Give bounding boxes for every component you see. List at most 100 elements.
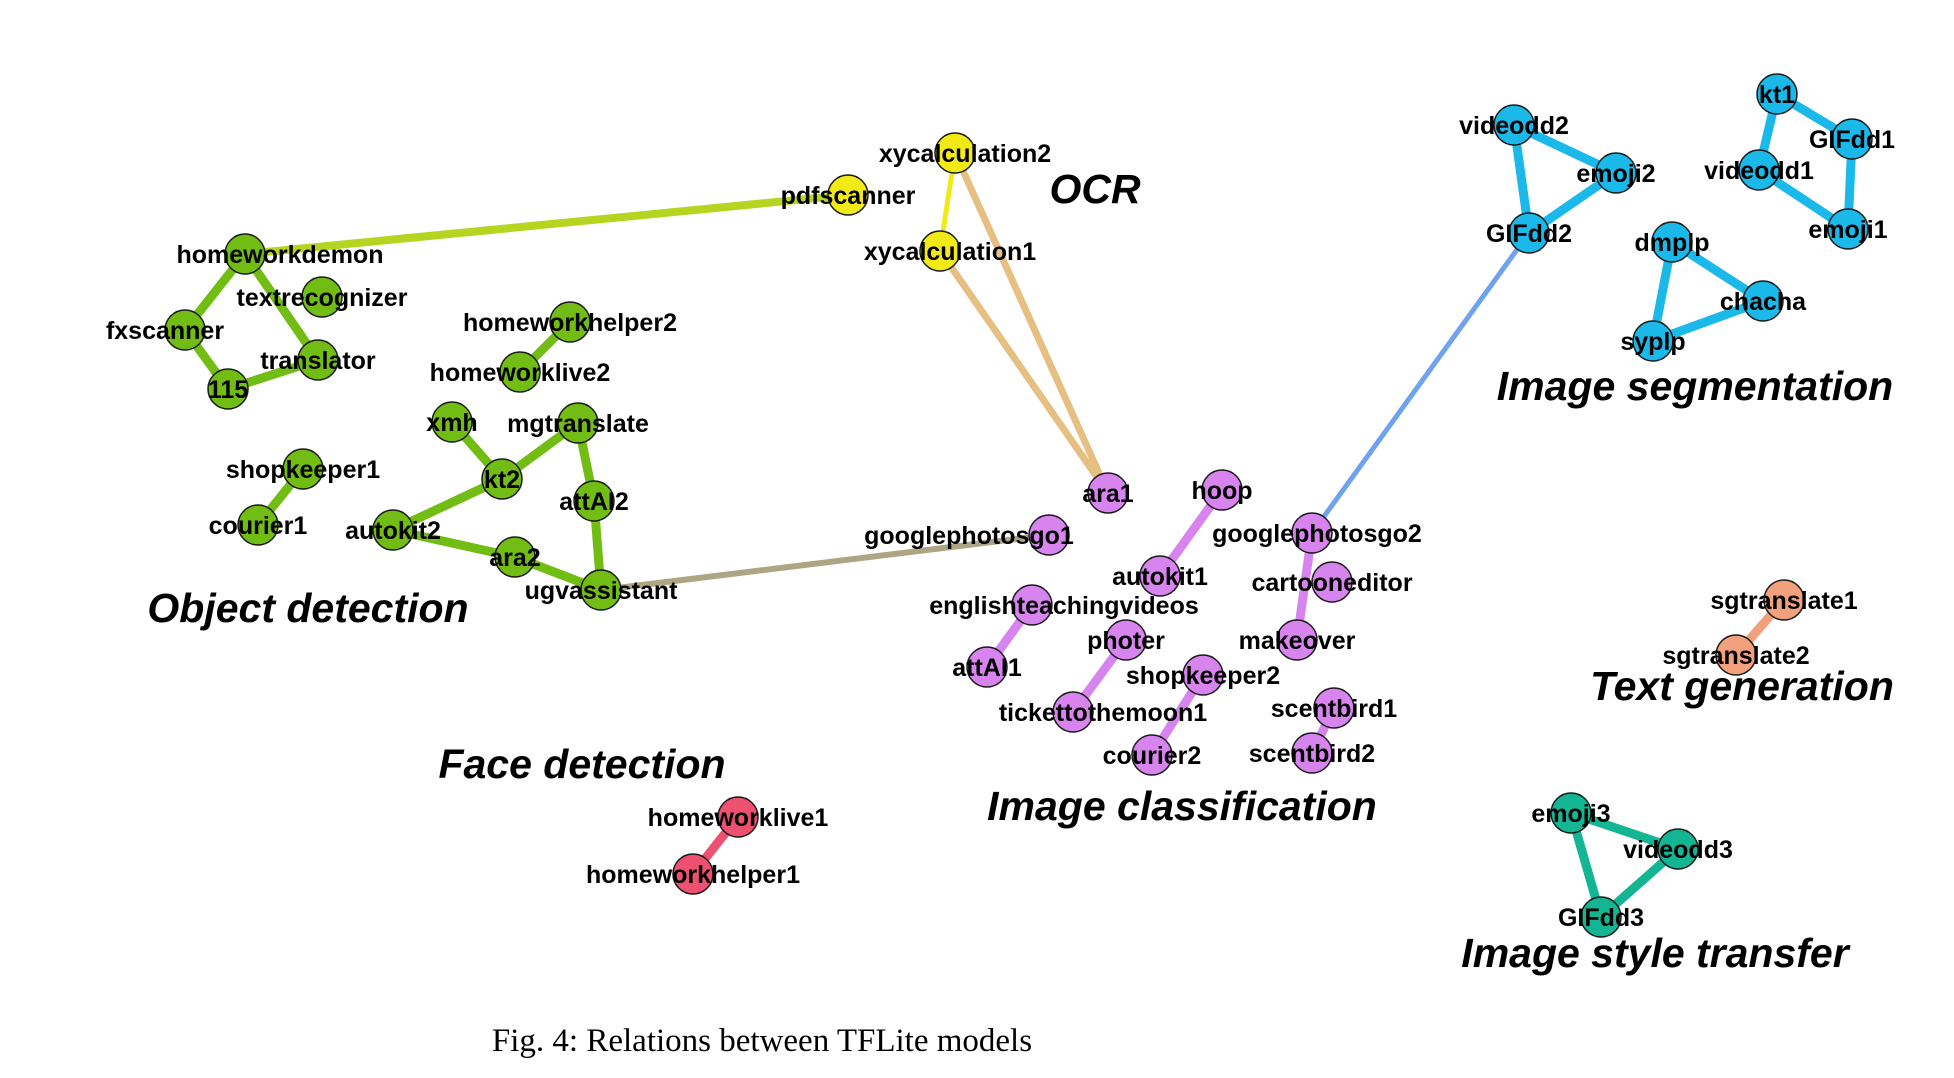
cluster-label-text_generation: Text generation xyxy=(1590,663,1894,709)
node-circle xyxy=(1715,634,1757,676)
node-circle xyxy=(372,509,414,551)
node-translator: translator xyxy=(260,339,376,381)
node-circle xyxy=(1756,73,1798,115)
node-label: scentbird2 xyxy=(1249,740,1375,768)
node-homeworkhelper1: homeworkhelper1 xyxy=(586,853,800,895)
node-circle xyxy=(966,646,1008,688)
node-circle xyxy=(481,458,523,500)
node-circle xyxy=(1291,512,1333,554)
node-circle xyxy=(1595,152,1637,194)
node-ara2: ara2 xyxy=(489,536,541,578)
node-attAI1: attAI1 xyxy=(952,646,1022,688)
node-chacha: chacha xyxy=(1720,280,1807,322)
node-label: shopkeeper1 xyxy=(226,456,380,484)
node-circle xyxy=(1763,579,1805,621)
node-pdfscanner: pdfscanner xyxy=(781,174,916,216)
cluster-label-image_style_transfer: Image style transfer xyxy=(1461,930,1850,976)
node-courier1: courier1 xyxy=(209,504,307,546)
node-emoji1: emoji1 xyxy=(1808,208,1888,250)
node-circle xyxy=(237,504,279,546)
node-label: sgtranslate2 xyxy=(1662,642,1809,670)
edge-xycalculation2-ara1 xyxy=(951,149,1112,497)
node-label: englishteachingvideos xyxy=(929,592,1199,620)
node-label: chacha xyxy=(1720,288,1807,316)
graph-nodes: homeworkdemon textrecognizer fxscanner tran… xyxy=(106,73,1895,938)
node-label: homeworklive1 xyxy=(648,804,829,832)
node-circle xyxy=(1313,687,1355,729)
node-homeworklive1: homeworklive1 xyxy=(648,796,829,838)
node-mgtranslate: mgtranslate xyxy=(507,402,649,444)
node-label: emoji2 xyxy=(1576,160,1655,188)
node-circle xyxy=(282,448,324,490)
node-label: cartooneditor xyxy=(1251,569,1412,597)
node-englishteachingvideos: englishteachingvideos xyxy=(929,584,1199,626)
node-label: sgtranslate1 xyxy=(1710,587,1857,615)
cluster-label-object_detection: Object detection xyxy=(147,585,468,631)
node-label: homeworklive2 xyxy=(430,359,611,387)
node-label: textrecognizer xyxy=(237,284,408,312)
node-circle xyxy=(1632,320,1674,362)
node-label: homeworkdemon xyxy=(177,241,384,269)
edge-xycalculation1-ara1 xyxy=(936,247,1112,497)
node-label: xmh xyxy=(426,409,477,437)
node-label: GIFdd2 xyxy=(1486,220,1572,248)
node-videodd1: videodd1 xyxy=(1704,149,1814,191)
node-dmplp: dmplp xyxy=(1635,221,1710,263)
node-circle xyxy=(1131,734,1173,776)
node-label: homeworkhelper1 xyxy=(586,861,800,889)
node-xycalculation2: xycalculation2 xyxy=(879,132,1051,174)
node-label: emoji1 xyxy=(1808,216,1887,244)
node-label: dmplp xyxy=(1635,229,1710,257)
node-label: videodd2 xyxy=(1459,112,1569,140)
figure-caption: Fig. 4: Relations between TFLite models xyxy=(492,1023,1032,1059)
node-circle xyxy=(1087,472,1129,514)
node-circle xyxy=(573,480,615,522)
node-circle xyxy=(1011,584,1053,626)
node-label: ara2 xyxy=(489,544,540,572)
node-circle xyxy=(164,309,206,351)
node-label: autokit2 xyxy=(345,517,441,545)
node-label: ara1 xyxy=(1082,480,1134,508)
node-label: googlephotosgo1 xyxy=(864,522,1074,550)
node-label: pdfscanner xyxy=(781,182,916,210)
node-kt2: kt2 xyxy=(481,458,523,500)
node-homeworkdemon: homeworkdemon xyxy=(177,233,384,275)
node-label: googlephotosgo2 xyxy=(1212,520,1422,548)
node-circle xyxy=(717,796,759,838)
node-label: emoji3 xyxy=(1531,800,1610,828)
node-circle xyxy=(557,402,599,444)
node-circle xyxy=(1550,792,1592,834)
edge-ugvassistant-googlephotosgo1 xyxy=(598,532,1052,593)
node-textrecognizer: textrecognizer xyxy=(237,276,408,318)
edge-homeworkdemon-translator xyxy=(240,249,323,365)
node-circle xyxy=(1201,469,1243,511)
node-circle xyxy=(207,368,249,410)
node-GIFdd3: GIFdd3 xyxy=(1558,896,1644,938)
node-115: 115 xyxy=(207,368,249,410)
node-circle xyxy=(1052,691,1094,733)
node-googlephotosgo2: googlephotosgo2 xyxy=(1212,512,1422,554)
node-circle xyxy=(1291,732,1333,774)
node-attAI2: attAI2 xyxy=(559,480,629,522)
node-videodd2: videodd2 xyxy=(1459,104,1569,146)
node-circle xyxy=(1105,619,1147,661)
node-emoji2: emoji2 xyxy=(1576,152,1656,194)
edge-homeworkdemon-pdfscanner xyxy=(241,191,852,258)
node-kt1: kt1 xyxy=(1756,73,1798,115)
node-circle xyxy=(1493,104,1535,146)
node-circle xyxy=(301,276,343,318)
node-label: GIFdd1 xyxy=(1809,126,1895,154)
node-label: kt1 xyxy=(1759,81,1795,109)
node-label: courier2 xyxy=(1103,742,1202,770)
node-circle xyxy=(1276,619,1318,661)
node-circle xyxy=(431,401,473,443)
cluster-label-image_classification: Image classification xyxy=(987,783,1377,829)
node-circle xyxy=(1742,280,1784,322)
node-homeworklive2: homeworklive2 xyxy=(430,351,611,393)
node-xmh: xmh xyxy=(426,401,478,443)
node-emoji3: emoji3 xyxy=(1531,792,1611,834)
node-circle xyxy=(672,853,714,895)
node-circle xyxy=(580,569,622,611)
node-label: hoop xyxy=(1191,477,1252,505)
node-label: shopkeeper2 xyxy=(1126,662,1280,690)
